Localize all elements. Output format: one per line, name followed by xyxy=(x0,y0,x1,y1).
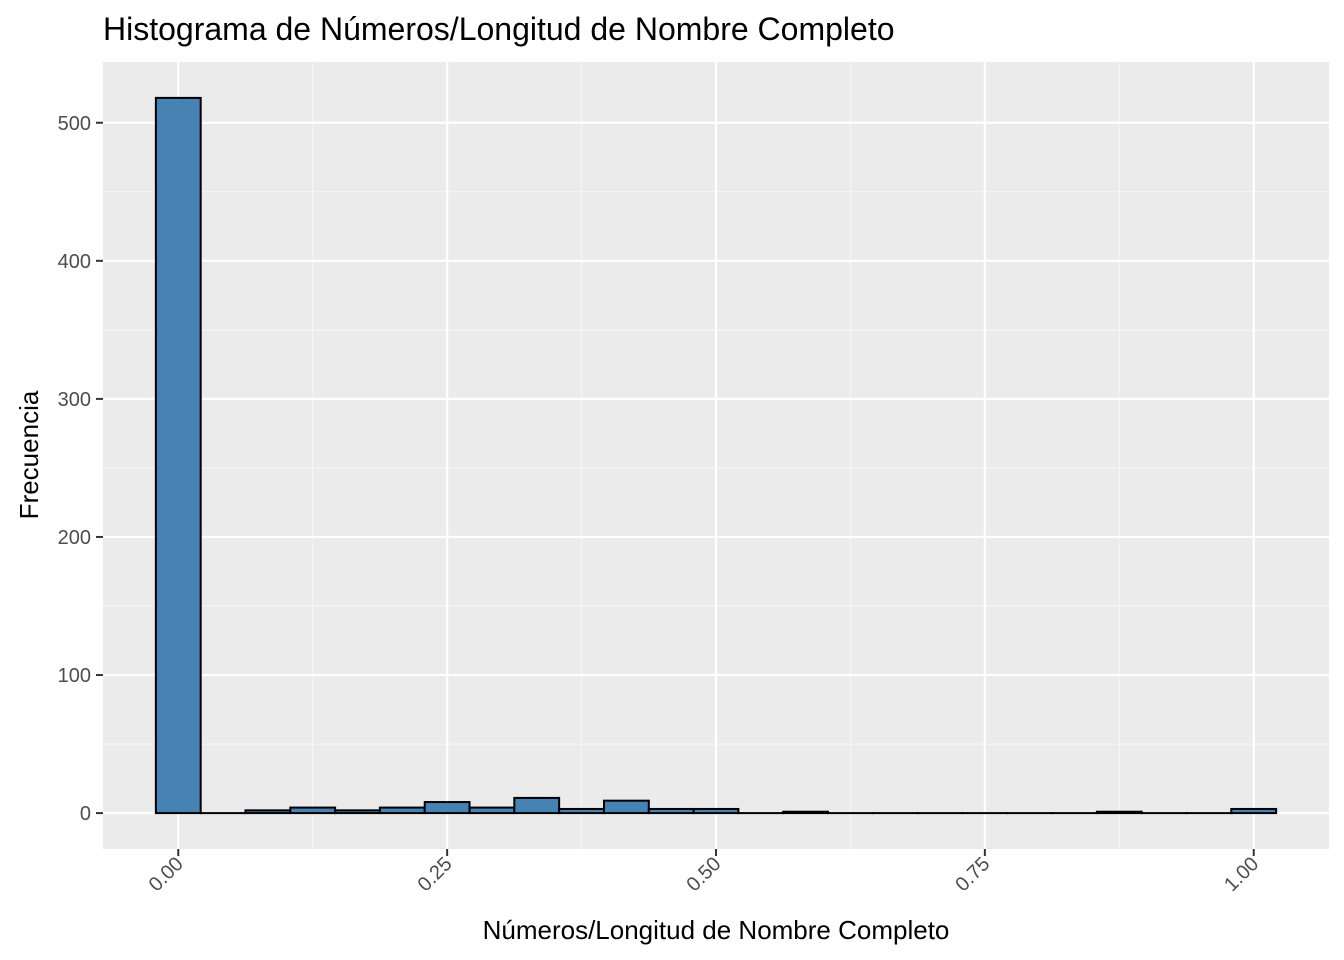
histogram-bar xyxy=(1230,807,1278,815)
histogram-bar xyxy=(782,810,829,815)
x-tick-label: 1.00 xyxy=(1220,853,1263,896)
histogram-bar xyxy=(647,807,695,815)
y-tick-label: 200 xyxy=(58,527,91,549)
x-axis-title: Números/Longitud de Nombre Completo xyxy=(483,915,950,945)
histogram-bar xyxy=(1095,810,1143,815)
y-tick-label: 300 xyxy=(58,389,91,411)
histogram-bar xyxy=(154,96,202,815)
chart-title: Histograma de Números/Longitud de Nombre… xyxy=(103,11,895,47)
y-tick-label: 100 xyxy=(58,665,91,687)
histogram-bar xyxy=(289,806,337,815)
x-tick-label: 0.00 xyxy=(145,853,188,896)
histogram-bar xyxy=(468,806,516,815)
y-tick-label: 0 xyxy=(80,803,91,825)
histogram-bars xyxy=(154,96,1278,815)
y-axis: 0 100 200 300 400 500 xyxy=(58,113,103,825)
histogram-bar xyxy=(423,801,471,815)
x-tick-label: 0.25 xyxy=(414,853,457,896)
y-axis-title: Frecuencia xyxy=(14,390,44,519)
histogram-bar xyxy=(334,809,381,815)
x-axis: 0.00 0.25 0.50 0.75 1.00 xyxy=(145,849,1263,896)
histogram-bar xyxy=(513,796,561,815)
histogram-bar xyxy=(558,807,605,815)
histogram-bar xyxy=(244,809,292,815)
histogram-bar xyxy=(378,806,426,815)
x-tick-label: 0.50 xyxy=(682,853,725,896)
y-tick-label: 500 xyxy=(58,113,91,135)
histogram-bar xyxy=(692,807,740,815)
histogram-bar xyxy=(603,799,650,815)
x-tick-label: 0.75 xyxy=(951,853,994,896)
y-tick-label: 400 xyxy=(58,251,91,273)
